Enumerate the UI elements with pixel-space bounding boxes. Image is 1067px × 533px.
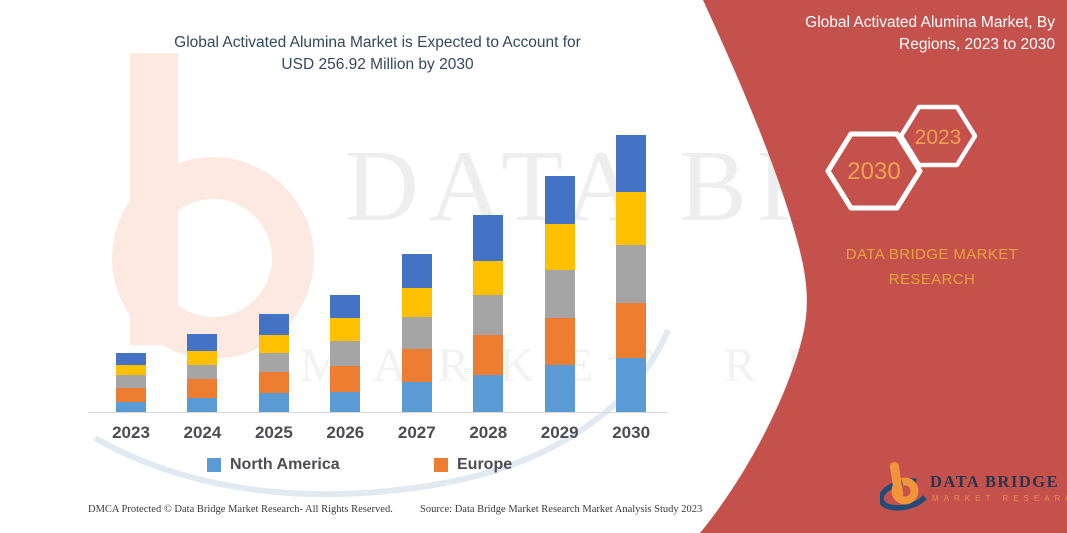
x-axis-label-2030: 2030 — [612, 423, 651, 442]
bar-segment-north-america — [116, 402, 146, 412]
bar-segment-series-4-unlabeled-yellow — [258, 335, 289, 354]
chart-title-line2: USD 256.92 Million by 2030 — [281, 56, 474, 73]
bar-segment-north-america — [187, 397, 218, 412]
bar-segment-series-3-unlabeled-gray — [473, 295, 504, 335]
bar-segment-north-america — [616, 357, 647, 412]
bar-segment-series-3-unlabeled-gray — [616, 245, 647, 303]
bar-segment-series-3-unlabeled-gray — [544, 270, 575, 319]
bar-segment-series-3-unlabeled-gray — [330, 341, 361, 367]
hexagon-2030-outline — [825, 131, 923, 211]
footer-dmca-text: DMCA Protected © Data Bridge Market Rese… — [88, 504, 393, 515]
bar-segment-series-5-unlabeled-dark-blue — [116, 352, 146, 366]
bar-2024 — [187, 334, 218, 412]
bar-2030 — [616, 135, 647, 412]
bar-segment-series-4-unlabeled-yellow — [330, 318, 361, 342]
bar-segment-europe — [116, 388, 146, 403]
bar-segment-north-america — [401, 381, 432, 412]
bar-segment-series-5-unlabeled-dark-blue — [473, 215, 504, 262]
bar-segment-series-4-unlabeled-yellow — [116, 365, 146, 376]
bar-2028 — [473, 215, 504, 412]
x-axis-label-2025: 2025 — [254, 423, 293, 442]
brand-panel-name-line2: RESEARCH — [888, 271, 976, 288]
bar-segment-north-america — [258, 393, 289, 412]
bar-segment-north-america — [473, 374, 504, 412]
panel-title: Global Activated Alumina Market, By Regi… — [710, 12, 1055, 56]
hexagon-2030-label: 2030 — [847, 158, 900, 185]
bar-segment-series-5-unlabeled-dark-blue — [330, 294, 361, 319]
hexagon-2023-outline — [898, 104, 978, 168]
bar-segment-europe — [473, 334, 504, 375]
bar-segment-series-4-unlabeled-yellow — [473, 261, 504, 296]
bar-segment-series-3-unlabeled-gray — [401, 317, 432, 349]
bar-2025 — [258, 314, 289, 412]
x-axis-label-2029: 2029 — [540, 423, 579, 442]
footer-source-text: Source: Data Bridge Market Research Mark… — [420, 504, 703, 515]
bar-segment-series-3-unlabeled-gray — [258, 353, 289, 373]
bar-segment-series-4-unlabeled-yellow — [401, 288, 432, 318]
legend-label-europe: Europe — [457, 456, 513, 473]
bar-segment-series-4-unlabeled-yellow — [187, 351, 218, 366]
logo-wordmark: DATA BRIDGE — [930, 472, 1060, 491]
bar-segment-europe — [401, 348, 432, 382]
x-axis-label-2026: 2026 — [326, 423, 365, 442]
bar-segment-north-america — [330, 392, 361, 412]
bar-2023 — [116, 352, 146, 412]
bar-segment-series-3-unlabeled-gray — [116, 375, 146, 389]
chart-title-line1: Global Activated Alumina Market is Expec… — [174, 34, 581, 51]
brand-panel-name: DATA BRIDGE MARKET RESEARCH — [812, 242, 1052, 292]
bar-2026 — [330, 294, 361, 412]
x-axis-line — [88, 412, 668, 413]
bar-segment-series-5-unlabeled-dark-blue — [616, 135, 647, 192]
bar-segment-series-5-unlabeled-dark-blue — [544, 176, 575, 225]
bar-segment-series-5-unlabeled-dark-blue — [258, 314, 289, 336]
logo-subtitle: MARKET RESEARCH — [932, 494, 1067, 503]
bar-segment-europe — [616, 303, 647, 358]
logo-b-bowl — [891, 477, 919, 505]
bar-segment-series-4-unlabeled-yellow — [544, 224, 575, 271]
hexagon-2023-label: 2023 — [915, 126, 962, 149]
logo-swoosh-shape — [880, 478, 931, 511]
bar-segment-series-3-unlabeled-gray — [187, 365, 218, 380]
bar-segment-europe — [330, 366, 361, 393]
x-axis-label-2027: 2027 — [397, 423, 436, 442]
legend-swatch-north-america — [207, 458, 221, 472]
bar-segment-europe — [544, 318, 575, 366]
legend-item-europe: Europe — [434, 456, 512, 474]
chart-title: Global Activated Alumina Market is Expec… — [85, 32, 670, 76]
x-axis-label-2028: 2028 — [469, 423, 508, 442]
panel-title-line1: Global Activated Alumina Market, By — [805, 14, 1055, 31]
legend-item-north-america: North America — [207, 456, 340, 474]
bar-2029 — [544, 176, 575, 412]
legend-swatch-europe — [434, 458, 448, 472]
legend-label-north-america: North America — [230, 456, 340, 473]
x-axis-label-2024: 2024 — [183, 423, 222, 442]
hexagon-badge-2023: 2023 — [898, 104, 978, 168]
bar-segment-series-5-unlabeled-dark-blue — [401, 254, 432, 289]
bar-segment-series-4-unlabeled-yellow — [616, 191, 647, 245]
panel-title-line2: Regions, 2023 to 2030 — [899, 36, 1055, 53]
brand-panel-name-line1: DATA BRIDGE MARKET — [845, 246, 1019, 263]
databridge-logo-icon — [880, 462, 931, 511]
bar-segment-series-5-unlabeled-dark-blue — [187, 334, 218, 352]
bar-segment-europe — [258, 372, 289, 394]
bar-segment-europe — [187, 379, 218, 398]
x-axis-label-2023: 2023 — [112, 423, 150, 442]
bar-2027 — [401, 254, 432, 412]
bar-segment-north-america — [544, 365, 575, 412]
hexagon-badge-2030: 2030 — [825, 131, 923, 211]
